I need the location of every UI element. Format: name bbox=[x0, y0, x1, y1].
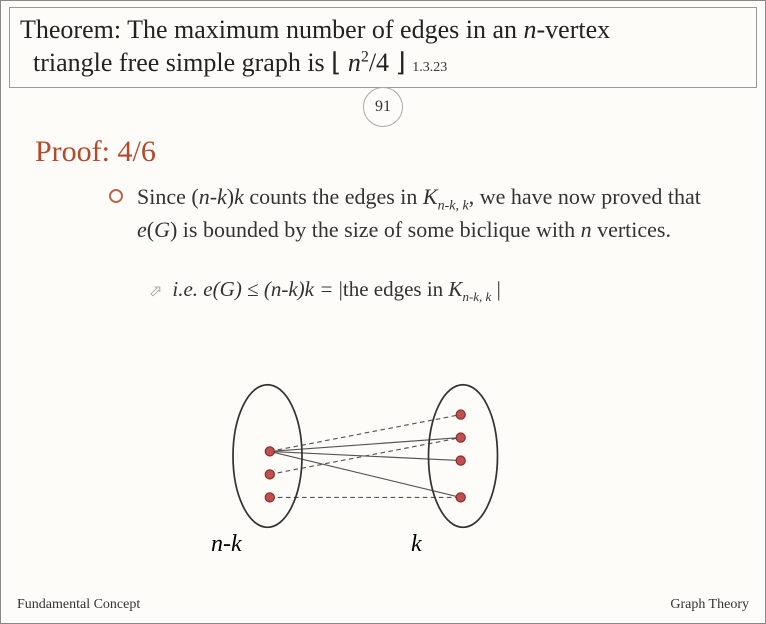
label-n-minus-k: n-k bbox=[211, 531, 242, 558]
b-p2: n-k bbox=[199, 184, 227, 209]
b-p4: k bbox=[234, 184, 244, 209]
bullet-icon bbox=[109, 189, 123, 203]
b-p10: G bbox=[154, 217, 170, 242]
footer-right: Graph Theory bbox=[670, 597, 749, 613]
theorem-l2-post: /4 ⌋ bbox=[369, 48, 412, 77]
s-p2: ( bbox=[213, 277, 220, 301]
s-p3: G bbox=[220, 277, 235, 301]
b-p5: counts the edges in bbox=[244, 184, 423, 209]
b-p1: Since ( bbox=[137, 184, 199, 209]
s-p7: k bbox=[305, 277, 314, 301]
b-p9: ( bbox=[147, 217, 154, 242]
bullet-text: Since (n-k)k counts the edges in Kn-k, k… bbox=[137, 183, 735, 244]
theorem-n1: n bbox=[524, 15, 537, 44]
slide-number: 91 bbox=[375, 98, 391, 116]
footer-left: Fundamental Concept bbox=[17, 597, 140, 613]
b-p8: e bbox=[137, 217, 147, 242]
s-p9: |the edges in bbox=[339, 277, 449, 301]
b-p11: ) is bounded by the size of some bicliqu… bbox=[170, 217, 581, 242]
sub-bullet-icon: ⬀ bbox=[149, 281, 162, 301]
s-p6: ) bbox=[298, 277, 305, 301]
theorem-sup: 2 bbox=[361, 48, 369, 65]
b-p7: , we have now proved that bbox=[469, 184, 701, 209]
b-p12: n bbox=[581, 217, 592, 242]
s-p11: | bbox=[491, 277, 500, 301]
s-p1: i.e. e bbox=[172, 277, 212, 301]
theorem-l1-post: -vertex bbox=[537, 15, 611, 44]
s-p10: K bbox=[448, 277, 462, 301]
s-p8: = bbox=[314, 277, 339, 301]
s-p10sub: n-k, k bbox=[462, 289, 491, 304]
sub-bullet-text: i.e. e(G) ≤ (n-k)k = |the edges in Kn-k,… bbox=[172, 277, 500, 305]
s-p5: n-k bbox=[271, 277, 298, 301]
sub-bullet-row: ⬀ i.e. e(G) ≤ (n-k)k = |the edges in Kn-… bbox=[149, 277, 501, 305]
theorem-l1-pre: Theorem: The maximum number of edges in … bbox=[20, 15, 524, 44]
theorem-ref: 1.3.23 bbox=[412, 60, 447, 75]
bullet-row: Since (n-k)k counts the edges in Kn-k, k… bbox=[109, 183, 735, 244]
theorem-l2-pre: triangle free simple graph is ⌊ bbox=[33, 48, 348, 77]
slide-number-badge: 91 bbox=[363, 87, 403, 127]
theorem-n2: n bbox=[348, 48, 361, 77]
b-p13: vertices. bbox=[592, 217, 671, 242]
proof-title: Proof: 4/6 bbox=[35, 135, 156, 169]
theorem-box: Theorem: The maximum number of edges in … bbox=[9, 7, 757, 88]
b-p6: K bbox=[423, 184, 438, 209]
label-k: k bbox=[411, 531, 422, 558]
s-p4: ) ≤ ( bbox=[235, 277, 271, 301]
theorem-text: Theorem: The maximum number of edges in … bbox=[20, 14, 746, 79]
b-p6sub: n-k, k bbox=[438, 198, 469, 213]
